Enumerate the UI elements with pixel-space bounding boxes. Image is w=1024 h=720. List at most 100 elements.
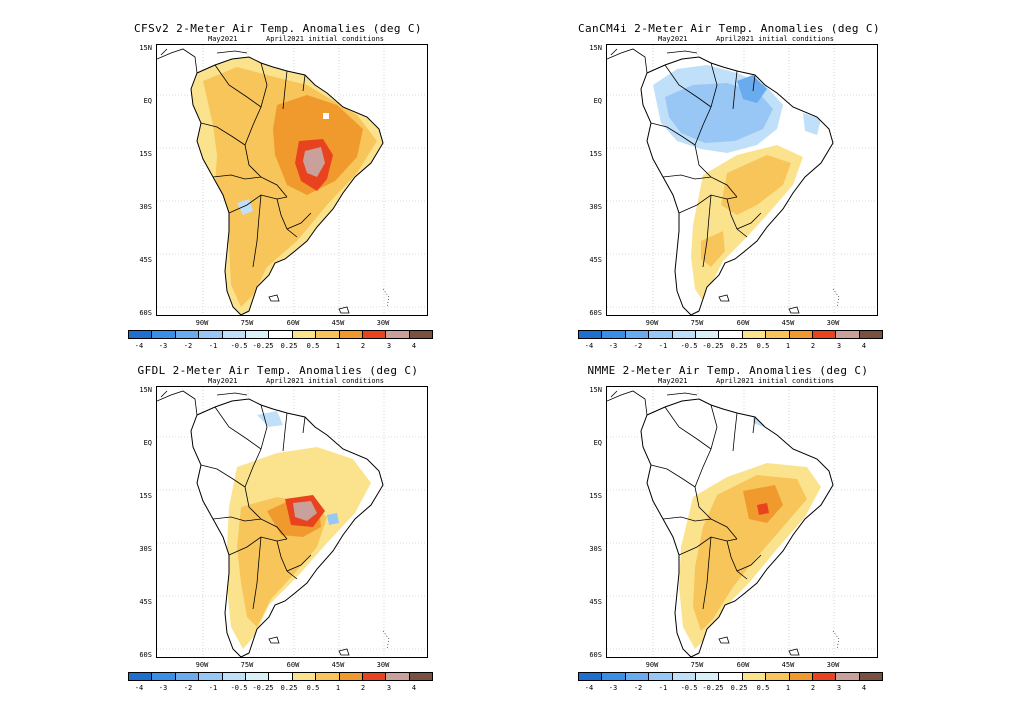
legend-swatch: [222, 331, 246, 338]
legend-label: -0.25: [252, 684, 274, 692]
legend-swatch: [812, 331, 837, 338]
initial-conditions: April2021 initial conditions: [716, 35, 835, 43]
legend-swatch: [269, 673, 293, 680]
lat-label: EQ: [143, 439, 152, 447]
legend-label: -3: [608, 684, 618, 692]
legend-label: -4: [134, 342, 144, 350]
legend-label: -0.5: [230, 342, 248, 350]
legend-swatch: [316, 331, 340, 338]
legend-swatch: [129, 673, 153, 680]
legend-label: -2: [633, 342, 643, 350]
legend-swatch: [579, 331, 603, 338]
legend-label: -2: [633, 684, 643, 692]
lat-label: 15S: [139, 492, 152, 500]
lat-label: 30S: [139, 203, 152, 211]
legend-label: 0.25: [280, 684, 298, 692]
lat-label: 30S: [589, 545, 602, 553]
legend-label: 3: [386, 342, 392, 350]
lon-label: 90W: [195, 319, 209, 327]
lon-label: 45W: [331, 319, 345, 327]
lon-label: 75W: [240, 319, 254, 327]
map-panel-cancm4i: CanCM4i 2-Meter Air Temp. Anomalies (deg…: [578, 22, 883, 352]
legend-swatch: [695, 331, 720, 338]
legend-swatch: [199, 331, 223, 338]
legend-swatch: [579, 673, 603, 680]
legend-label: 0.5: [306, 342, 320, 350]
lat-label: 15N: [589, 44, 602, 52]
legend-label: -4: [134, 684, 144, 692]
legend-swatch: [672, 673, 696, 680]
lat-label: 60S: [139, 309, 152, 317]
legend-swatch: [129, 331, 153, 338]
legend-swatch: [316, 673, 340, 680]
lon-label: 75W: [690, 661, 704, 669]
legend-swatch: [152, 673, 176, 680]
legend-label: -1: [208, 342, 218, 350]
map-frame: [156, 386, 428, 658]
panel-title: CanCM4i 2-Meter Air Temp. Anomalies (deg…: [578, 22, 880, 35]
legend-label: 1: [785, 342, 791, 350]
legend-swatch: [719, 331, 743, 338]
legend-swatch: [269, 331, 293, 338]
legend-swatch: [766, 331, 790, 338]
panel-title: NMME 2-Meter Air Temp. Anomalies (deg C): [587, 364, 869, 377]
legend-label: -1: [658, 684, 668, 692]
legend-swatch: [836, 673, 860, 680]
legend-label: 0.25: [280, 342, 298, 350]
legend-swatch: [766, 673, 790, 680]
legend-swatch: [409, 673, 433, 680]
map-panel-gfdl: GFDL 2-Meter Air Temp. Anomalies (deg C)…: [128, 364, 433, 694]
lat-label: 45S: [139, 256, 152, 264]
legend-swatch: [649, 331, 673, 338]
initial-conditions: April2021 initial conditions: [716, 377, 835, 385]
legend-label: 0.25: [730, 684, 748, 692]
legend-label: -2: [183, 342, 193, 350]
lat-label: 60S: [589, 309, 602, 317]
lat-label: EQ: [593, 97, 602, 105]
map-frame: [606, 44, 878, 316]
legend-label: 4: [411, 342, 417, 350]
legend-label: 3: [386, 684, 392, 692]
color-legend: [128, 672, 433, 681]
legend-swatch: [859, 673, 883, 680]
lon-label: 30W: [826, 661, 840, 669]
legend-swatch: [386, 673, 410, 680]
legend-label: 1: [785, 684, 791, 692]
lat-label: 15N: [139, 386, 152, 394]
legend-swatch: [625, 673, 650, 680]
legend-swatch: [695, 673, 720, 680]
legend-swatch: [649, 673, 673, 680]
legend-label: -0.5: [680, 342, 698, 350]
legend-label: 1: [335, 342, 341, 350]
color-legend: [578, 330, 883, 339]
lon-label: 60W: [736, 661, 750, 669]
lat-label: 45S: [139, 598, 152, 606]
map-panel-cfsv2: CFSv2 2-Meter Air Temp. Anomalies (deg C…: [128, 22, 433, 352]
legend-label: 0.5: [756, 684, 770, 692]
lat-label: 30S: [139, 545, 152, 553]
lon-label: 90W: [645, 319, 659, 327]
legend-swatch: [152, 331, 176, 338]
initial-conditions: April2021 initial conditions: [266, 35, 385, 43]
legend-swatch: [719, 673, 743, 680]
legend-label: 0.25: [730, 342, 748, 350]
lat-label: 15S: [589, 492, 602, 500]
forecast-month: May2021: [658, 35, 688, 43]
legend-swatch: [362, 331, 387, 338]
legend-label: -0.25: [252, 342, 274, 350]
legend-label: -2: [183, 684, 193, 692]
lon-label: 90W: [645, 661, 659, 669]
legend-label: 4: [411, 684, 417, 692]
legend-label: 3: [836, 342, 842, 350]
color-legend: [578, 672, 883, 681]
legend-label: 0.5: [756, 342, 770, 350]
legend-swatch: [742, 331, 767, 338]
panel-title: CFSv2 2-Meter Air Temp. Anomalies (deg C…: [134, 22, 422, 35]
lon-label: 60W: [286, 661, 300, 669]
legend-label: -0.25: [702, 342, 724, 350]
legend-label: 4: [861, 684, 867, 692]
lat-label: 60S: [589, 651, 602, 659]
legend-label: 1: [335, 684, 341, 692]
legend-swatch: [362, 673, 387, 680]
legend-label: -3: [158, 342, 168, 350]
